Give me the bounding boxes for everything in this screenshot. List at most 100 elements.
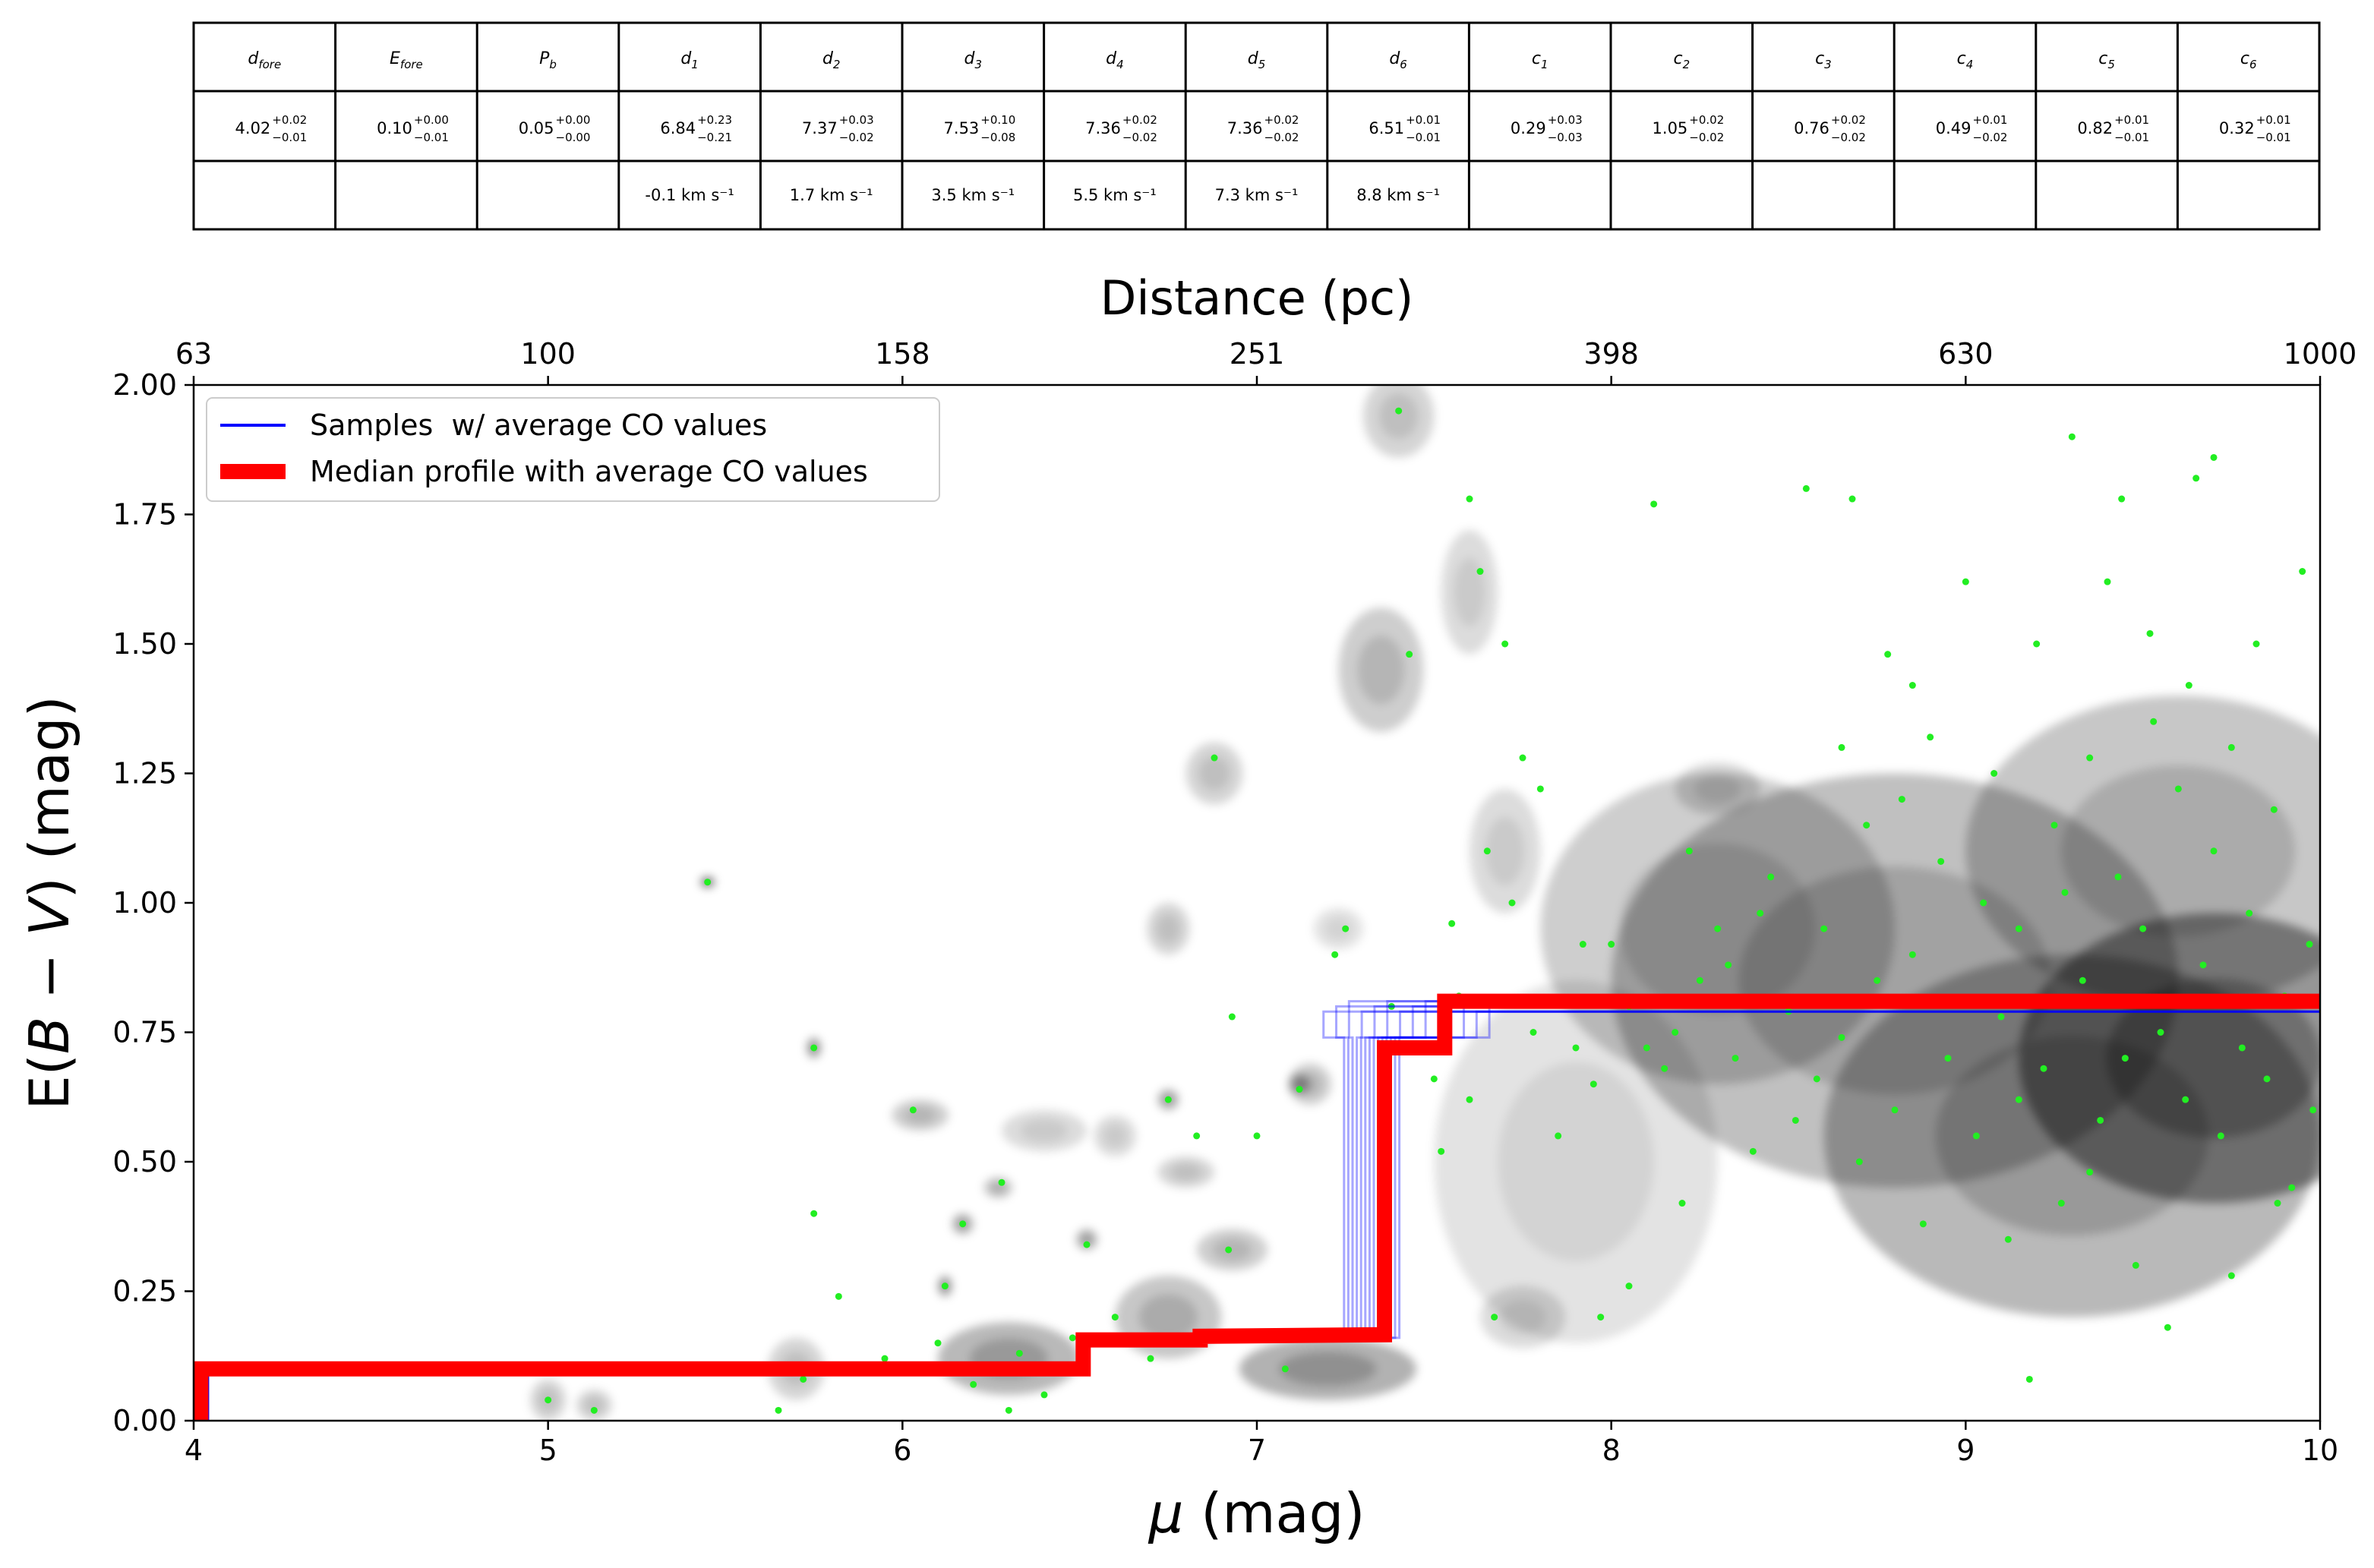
table-header-d-6: d6 <box>1389 49 1407 71</box>
star-point <box>2270 806 2278 813</box>
table-header-d-1: d1 <box>680 49 699 71</box>
density-core <box>1156 914 1180 943</box>
star-points <box>545 407 2317 1414</box>
star-point <box>1672 1029 1679 1036</box>
star-point <box>1590 1081 1597 1088</box>
table-value-cell: 0.49 +0.01 −0.02 <box>1936 113 2008 144</box>
table-header-E-fore: Efore <box>390 49 423 71</box>
y-tick-label: 1.75 <box>112 498 177 532</box>
star-point <box>2121 1055 2129 1062</box>
value-minus: −0.02 <box>839 131 874 144</box>
legend-label-median: Median profile with average CO values <box>310 455 868 488</box>
density-core <box>1021 1119 1068 1143</box>
table-header-P-b: Pb <box>539 49 557 71</box>
star-point <box>998 1178 1005 1186</box>
star-point <box>2164 1323 2171 1331</box>
legend-label-samples: Samples w/ average CO values <box>310 409 767 442</box>
table-header-c-6: c6 <box>2240 49 2257 71</box>
star-point <box>2068 433 2076 440</box>
star-point <box>1962 578 1969 585</box>
star-point <box>2238 1044 2246 1052</box>
star-point <box>1555 1132 1562 1140</box>
density-core <box>1324 917 1353 941</box>
value-minus: −0.02 <box>1973 131 2008 144</box>
top-tick-label: 1000 <box>2284 337 2357 371</box>
density-core <box>1357 636 1405 705</box>
y-tick-label: 1.25 <box>112 757 177 790</box>
profile-lines <box>194 993 2320 1421</box>
table-value-cell: 0.32 +0.01 −0.01 <box>2219 113 2291 144</box>
star-point <box>1838 743 1845 751</box>
star-point <box>1395 407 1403 415</box>
table-header-c-5: c5 <box>2098 49 2115 71</box>
star-point <box>2227 743 2235 751</box>
y-tick-label: 1.00 <box>112 886 177 920</box>
x-tick-label: 9 <box>1956 1434 1975 1467</box>
star-point <box>1466 1096 1473 1103</box>
star-point <box>1767 873 1775 881</box>
density-core <box>584 1396 605 1414</box>
table-header-d-fore: dfore <box>248 49 281 71</box>
star-point <box>2118 495 2126 503</box>
star-point <box>2057 1200 2065 1207</box>
table-value-cell: 0.10 +0.00 −0.01 <box>377 113 449 144</box>
star-point <box>1608 941 1615 948</box>
star-point <box>1714 925 1722 932</box>
table-header-c-3: c3 <box>1815 49 1832 71</box>
value-minus: −0.02 <box>1122 131 1157 144</box>
star-point <box>2246 910 2253 917</box>
y-tick-label: 0.00 <box>112 1404 177 1437</box>
star-point <box>545 1396 552 1404</box>
table-velocity: 1.7 km s⁻¹ <box>790 186 873 204</box>
density-core <box>1498 1062 1654 1262</box>
table-header-c-1: c1 <box>1532 49 1548 71</box>
value-plus: +0.23 <box>697 113 732 127</box>
star-point <box>1980 899 1987 907</box>
density-core <box>1279 1352 1377 1387</box>
star-point <box>1491 1314 1498 1321</box>
table-header-c-2: c2 <box>1673 49 1690 71</box>
star-point <box>934 1339 942 1347</box>
density-core <box>1485 816 1525 885</box>
star-point <box>1927 734 1934 741</box>
table-value-cell: 0.76 +0.02 −0.02 <box>1794 113 1866 144</box>
star-point <box>1696 976 1703 984</box>
star-point <box>1625 1282 1633 1290</box>
star-point <box>2306 941 2313 948</box>
value-main: 7.36 <box>1085 119 1121 137</box>
table-velocity: 3.5 km s⁻¹ <box>931 186 1015 204</box>
star-point <box>1802 484 1810 492</box>
density-core <box>1499 1300 1546 1335</box>
star-point <box>2192 475 2200 482</box>
star-point <box>835 1292 842 1300</box>
table-value-cell: 0.82 +0.01 −0.01 <box>2077 113 2149 144</box>
density-core <box>1081 1233 1093 1245</box>
density-core <box>1212 1238 1252 1261</box>
star-point <box>1536 785 1544 793</box>
value-main: 4.02 <box>235 119 271 137</box>
value-plus: +0.03 <box>1548 113 1583 127</box>
star-point <box>909 1106 917 1114</box>
star-point <box>800 1375 807 1383</box>
value-plus: +0.02 <box>1264 113 1299 127</box>
star-point <box>1650 500 1658 508</box>
star-point <box>1678 1200 1686 1207</box>
star-point <box>1211 754 1218 762</box>
x-axis-label: μ (mag) <box>1148 1481 1365 1545</box>
star-point <box>2185 682 2192 689</box>
value-plus: +0.00 <box>556 113 591 127</box>
axes: 4 5 6 7 8 9 10 63 100 158 251 398 630 1000 0.00 0.25 0.5… <box>112 337 2357 1467</box>
value-minus: −0.08 <box>980 131 1015 144</box>
star-point <box>1483 847 1491 855</box>
value-minus: −0.01 <box>2256 131 2291 144</box>
value-plus: +0.00 <box>414 113 449 127</box>
table-value-cell: 1.05 +0.02 −0.02 <box>1653 113 1725 144</box>
star-point <box>1848 495 1856 503</box>
density-core <box>1694 775 1741 803</box>
star-point <box>2157 1029 2164 1036</box>
table-frame <box>192 21 2321 231</box>
star-point <box>2199 961 2207 969</box>
value-plus: +0.02 <box>1122 113 1157 127</box>
star-point <box>1785 1008 1792 1015</box>
